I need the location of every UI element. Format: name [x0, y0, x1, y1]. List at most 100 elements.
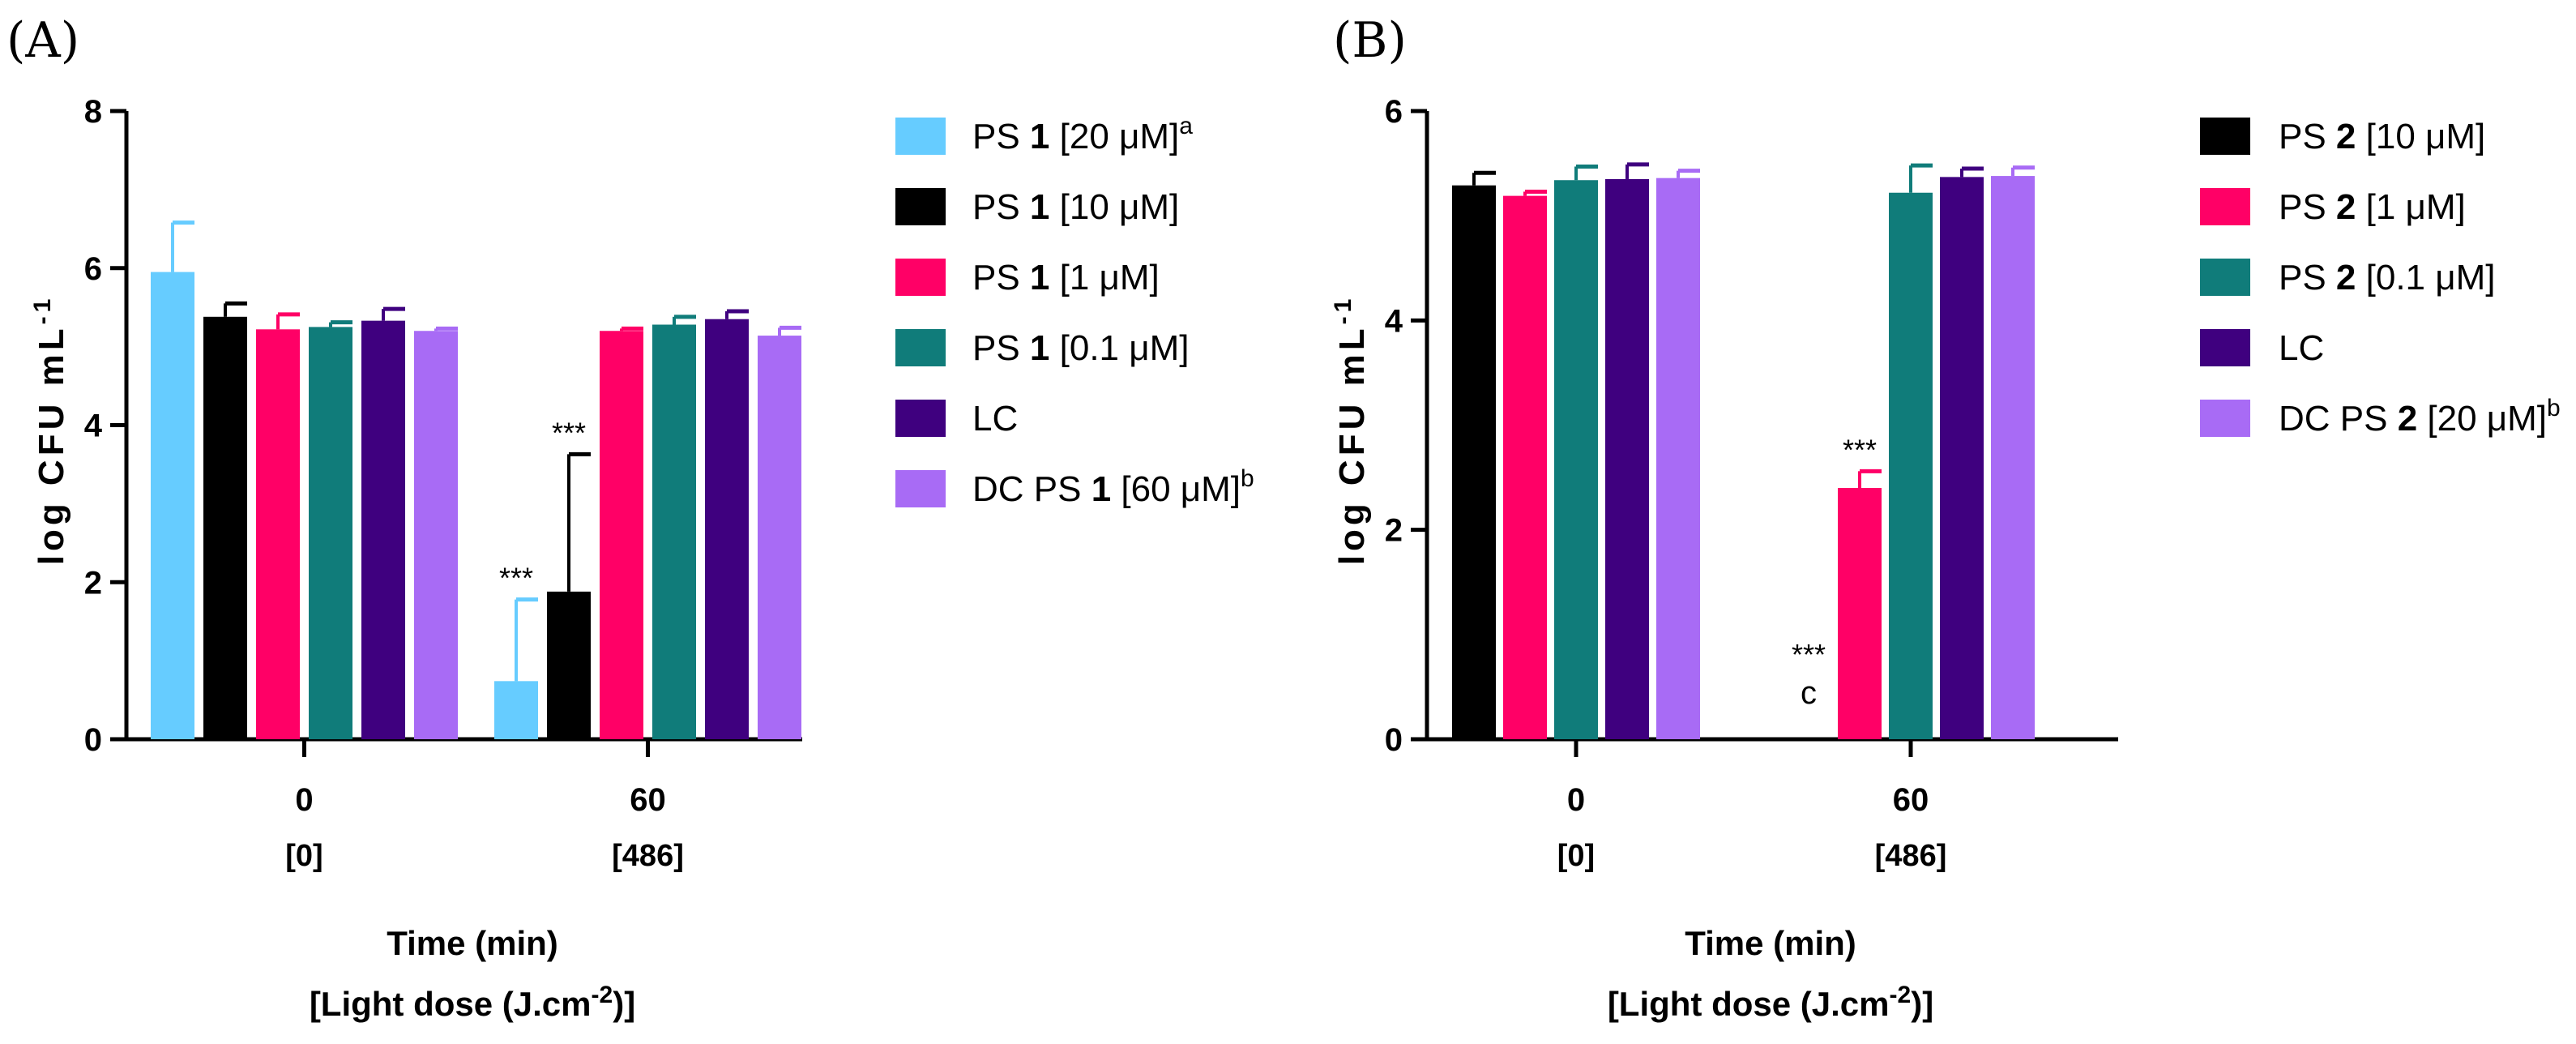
legend-label-text: PS	[972, 117, 1030, 156]
legend-label-superscript: b	[1241, 465, 1254, 492]
x-axis-label-superscript: -2	[1890, 982, 1912, 1008]
y-tick-label: 2	[84, 565, 102, 601]
bar	[652, 324, 696, 739]
legend-label: DC PS 2 [20 μM]b	[2279, 395, 2561, 439]
legend-label: PS 1 [10 μM]	[972, 187, 1179, 227]
y-axis-label: log CFU mL-1	[29, 295, 71, 566]
legend-label: PS 2 [1 μM]	[2279, 187, 2466, 227]
bar	[705, 319, 749, 739]
y-tick-label: 6	[1385, 94, 1403, 130]
bar	[1452, 185, 1496, 740]
bar	[309, 327, 352, 739]
legend-label: PS 2 [0.1 μM]	[2279, 258, 2495, 297]
legend-label: PS 1 [1 μM]	[972, 258, 1160, 297]
legend-label-text: PS	[972, 258, 1030, 297]
legend-label-bold: 1	[1030, 258, 1049, 297]
legend-swatch	[895, 118, 946, 155]
bar	[494, 681, 538, 739]
legend-swatch	[2200, 118, 2250, 155]
y-axis-label: log CFU mL-1	[1330, 295, 1372, 566]
legend-label-text: DC PS	[972, 469, 1091, 509]
bar	[1940, 177, 1984, 739]
legend-label-text: [20 μM]	[1049, 117, 1179, 156]
legend-label-text: PS	[972, 328, 1030, 368]
legend-label-bold: 1	[1091, 469, 1111, 509]
bar	[203, 316, 247, 739]
legend-swatch	[895, 188, 946, 225]
x-tick-label: 0	[295, 782, 313, 818]
legend-swatch	[895, 470, 946, 507]
y-tick-label: 4	[84, 409, 103, 444]
legend-label-text: PS	[2279, 187, 2336, 227]
legend-label-bold: 2	[2336, 187, 2356, 227]
x-axis-label-line2-text: [Light dose (J.cm	[1608, 985, 1890, 1023]
legend-label-bold: 1	[1030, 328, 1049, 368]
legend-label-text: PS	[2279, 117, 2336, 156]
x-tick-sublabel: [486]	[612, 839, 684, 873]
legend-swatch	[2200, 259, 2250, 296]
legend-label-bold: 1	[1030, 117, 1049, 156]
y-axis-label-text: log CFU mL	[1332, 324, 1372, 565]
significance-annotation: ***	[1843, 433, 1877, 466]
significance-annotation: ***	[1792, 638, 1826, 671]
x-axis-label-line2: [Light dose (J.cm-2)]	[310, 982, 635, 1023]
legend-label-text: [60 μM]	[1111, 469, 1241, 509]
panel-label: (B)	[1333, 12, 1407, 69]
legend-swatch	[895, 329, 946, 366]
legend-label-bold: 2	[2336, 258, 2356, 297]
legend-label-text: [0.1 μM]	[2356, 258, 2495, 297]
x-axis-label-superscript: -2	[592, 982, 613, 1008]
legend-label-text: [0.1 μM]	[1049, 328, 1189, 368]
bar	[1991, 176, 2035, 740]
x-tick-label: 0	[1567, 782, 1585, 818]
legend-label-bold: 2	[2336, 117, 2356, 156]
legend-label-bold: 2	[2398, 399, 2417, 439]
x-axis-label-line2-end: )]	[1911, 985, 1933, 1023]
y-axis-label-superscript: -1	[1330, 295, 1356, 325]
legend-label: PS 1 [0.1 μM]	[972, 328, 1189, 368]
y-tick-label: 6	[84, 251, 102, 287]
legend-label-text: [1 μM]	[2356, 187, 2465, 227]
x-tick-sublabel: [0]	[285, 839, 323, 873]
legend-label-superscript: a	[1179, 113, 1193, 139]
y-tick-label: 2	[1385, 513, 1403, 549]
legend-label-text: [1 μM]	[1049, 258, 1159, 297]
legend-label-text: [10 μM]	[2356, 117, 2485, 156]
y-tick-label: 0	[84, 722, 102, 758]
bar	[1605, 178, 1649, 740]
x-axis-label-line2-end: )]	[613, 985, 635, 1023]
y-tick-label: 8	[84, 94, 102, 130]
x-axis-label-line2: [Light dose (J.cm-2)]	[1608, 982, 1933, 1023]
legend-label-text: LC	[2279, 328, 2324, 368]
legend-label: DC PS 1 [60 μM]b	[972, 465, 1254, 509]
legend-swatch	[2200, 188, 2250, 225]
bar	[1503, 195, 1547, 739]
bar	[256, 329, 300, 739]
legend-label-text: PS	[2279, 258, 2336, 297]
y-tick-label: 0	[1385, 722, 1403, 758]
legend: PS 1 [20 μM]aPS 1 [10 μM]PS 1 [1 μM]PS 1…	[895, 113, 1254, 509]
bar	[600, 331, 643, 739]
x-tick-label: 60	[1893, 782, 1929, 818]
bar	[1889, 192, 1933, 739]
x-axis-label: Time (min)	[387, 924, 558, 962]
annotation-letter: c	[1801, 675, 1817, 711]
bar	[758, 336, 801, 739]
panel-label: (A)	[6, 12, 79, 69]
bar	[151, 272, 194, 739]
x-tick-sublabel: [486]	[1875, 839, 1947, 873]
bar	[1554, 180, 1598, 739]
significance-annotation: ***	[499, 562, 533, 595]
legend-swatch	[895, 259, 946, 296]
legend: PS 2 [10 μM]PS 2 [1 μM]PS 2 [0.1 μM]LCDC…	[2200, 117, 2561, 439]
x-tick-sublabel: [0]	[1557, 839, 1595, 873]
legend-label-text: [10 μM]	[1049, 187, 1179, 227]
bar	[361, 320, 405, 739]
x-axis-label-line2-text: [Light dose (J.cm	[310, 985, 592, 1023]
y-tick-label: 4	[1385, 303, 1403, 339]
legend-label-text: [20 μM]	[2417, 399, 2547, 439]
legend-label: LC	[2279, 328, 2324, 368]
legend-label: PS 2 [10 μM]	[2279, 117, 2485, 156]
